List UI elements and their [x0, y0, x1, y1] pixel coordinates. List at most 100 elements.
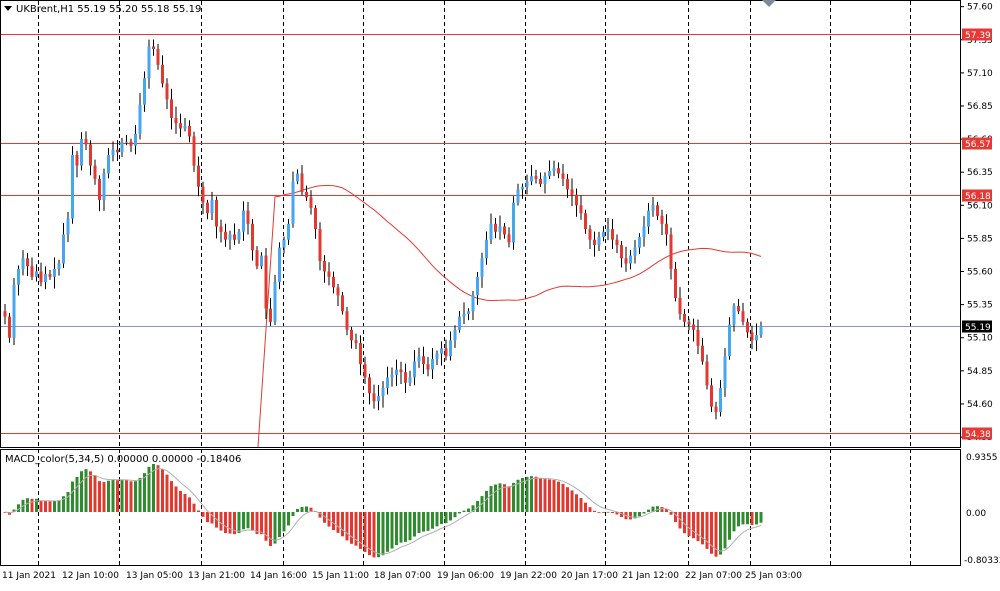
candle	[197, 156, 200, 197]
candle	[233, 223, 236, 245]
macd-bar	[435, 512, 439, 527]
macd-bar	[485, 490, 488, 512]
symbol-info: UKBrent,H1 55.19 55.20 55.18 55.19	[16, 4, 201, 15]
candle	[431, 348, 434, 379]
time-tick-label: 19 Jan 06:00	[437, 571, 494, 581]
macd-bar	[71, 481, 74, 512]
macd-bar	[345, 512, 349, 541]
candle	[48, 269, 52, 280]
macd-bar	[557, 481, 560, 512]
candle	[224, 223, 227, 247]
candle	[143, 71, 146, 112]
macd-bar	[102, 481, 106, 512]
triangle-down-icon[interactable]	[4, 6, 12, 11]
candle	[678, 287, 682, 320]
candle	[719, 380, 722, 417]
macd-bar	[17, 504, 20, 512]
macd-bar	[687, 512, 691, 537]
candle	[575, 188, 578, 217]
macd-bar	[728, 512, 731, 540]
macd-bar	[678, 512, 682, 529]
macd-bar	[296, 508, 299, 512]
macd-bar	[597, 512, 601, 513]
candle	[44, 266, 47, 290]
macd-bar	[611, 512, 614, 514]
macd-bar	[440, 512, 443, 524]
candle	[404, 363, 407, 394]
macd-bar	[372, 512, 376, 558]
candle	[525, 174, 529, 195]
macd-bar	[273, 512, 277, 544]
candle	[615, 234, 619, 254]
candle	[584, 209, 587, 234]
candle	[255, 246, 259, 270]
candle	[489, 213, 493, 245]
time-tick-label: 12 Jan 10:00	[62, 571, 119, 581]
moving-average	[257, 185, 762, 448]
macd-bar	[318, 512, 322, 518]
macd-bar	[548, 479, 551, 512]
macd-bar	[570, 490, 574, 512]
candle	[498, 215, 502, 240]
candle	[98, 175, 101, 212]
candle	[282, 236, 286, 254]
macd-bar	[525, 476, 529, 512]
macd-bar	[489, 486, 493, 512]
time-tick-label: 20 Jan 17:00	[561, 571, 618, 581]
candle	[620, 241, 623, 268]
candle	[696, 319, 700, 355]
macd-bar	[53, 500, 56, 512]
macd-bar	[683, 512, 686, 534]
macd-bar	[233, 512, 236, 535]
macd-bar	[692, 512, 695, 539]
level-label-bg	[962, 28, 992, 41]
macd-bar	[242, 512, 245, 530]
price-tick-label: 55.85	[967, 234, 993, 244]
candle	[606, 217, 610, 241]
macd-bar	[512, 483, 515, 512]
candle	[66, 212, 70, 243]
macd-bar	[134, 481, 137, 512]
macd-bar	[129, 481, 133, 512]
macd-bar	[453, 512, 457, 518]
candle	[557, 162, 560, 179]
macd-bar	[651, 506, 655, 512]
grid-lines	[38, 1, 911, 565]
macd-bar	[179, 490, 182, 512]
macd-bar	[269, 512, 272, 547]
candle	[17, 265, 20, 296]
candle	[552, 160, 556, 177]
candle	[674, 262, 677, 302]
candle	[530, 165, 533, 186]
macd-bar	[696, 512, 700, 542]
candle	[161, 55, 164, 88]
candle	[462, 302, 466, 324]
candle	[633, 239, 637, 264]
candle	[206, 199, 209, 220]
candle	[692, 318, 695, 342]
price-level-labels: 57.39 56.57 56.18 54.38 55.19	[962, 28, 992, 440]
candle	[354, 333, 358, 350]
candle	[26, 252, 29, 277]
candle	[701, 338, 704, 365]
macd-bar	[714, 512, 718, 557]
candle	[251, 219, 254, 261]
macd-bar	[246, 512, 250, 529]
macd-bar	[354, 512, 358, 546]
macd-bar	[350, 512, 353, 544]
candle	[386, 366, 389, 395]
macd-bar	[534, 476, 538, 512]
macd-bar	[111, 479, 115, 512]
macd-bar	[660, 507, 664, 512]
candle	[296, 169, 299, 185]
macd-bar	[719, 512, 722, 555]
candle	[89, 140, 92, 176]
macd-bar	[201, 512, 205, 517]
candlesticks	[3, 39, 763, 420]
macd-bar	[390, 512, 394, 549]
level-label-bg	[962, 189, 992, 202]
time-tick-label: 18 Jan 07:00	[374, 571, 431, 581]
one-click-trade-icon[interactable]	[762, 0, 776, 7]
